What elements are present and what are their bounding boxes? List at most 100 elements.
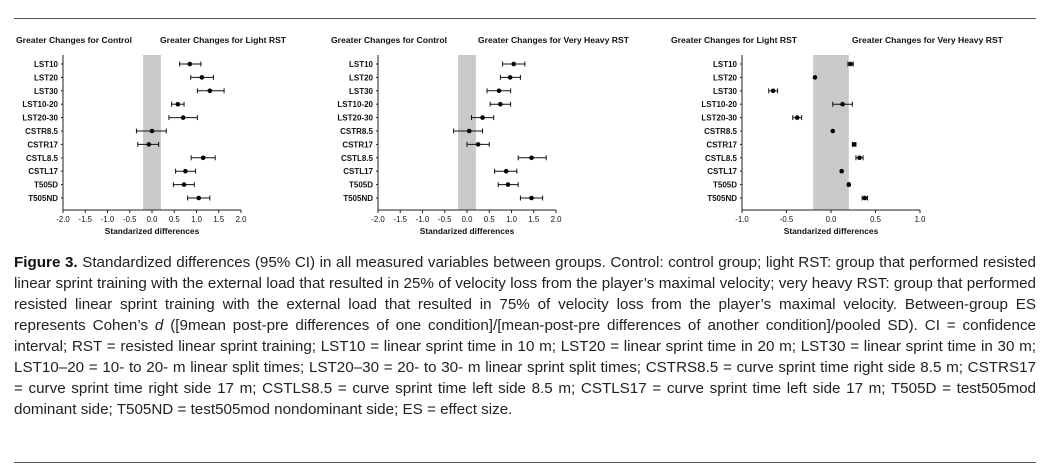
panel-2-point — [466, 128, 472, 134]
panel-2-row-label: LST20-30 — [337, 114, 373, 123]
panel-1-x-tick-label: -0.5 — [123, 215, 137, 224]
panel-3-point — [812, 75, 818, 80]
caption-text-2: ([9mean post-pre differences of one cond… — [14, 317, 1036, 418]
panel-3-row-label: LST30 — [713, 87, 738, 96]
panel-1-point — [149, 128, 155, 134]
panel-1-x-tick-label: 2.0 — [236, 215, 248, 224]
panel-2-x-tick-label: 1.0 — [506, 215, 518, 224]
panel-1-row-label: T505ND — [28, 194, 58, 203]
panel-2-point — [496, 88, 502, 94]
panel-3-x-tick-label: 0.5 — [870, 215, 882, 224]
panel-3-row-label: CSTL8.5 — [705, 154, 738, 163]
bottom-rule — [14, 462, 1036, 463]
panel-1-x-tick-label: -2.0 — [56, 215, 70, 224]
panel-2-x-axis-label: Standarized differences — [420, 226, 515, 236]
panel-1-row-label: LST20 — [34, 73, 59, 82]
panel-1-left-header: Greater Changes for Control — [16, 35, 132, 45]
top-rule — [14, 18, 1036, 19]
panel-2-right-header: Greater Changes for Very Heavy RST — [478, 35, 630, 45]
panel-1-point — [180, 115, 186, 120]
panel-3-point — [830, 128, 836, 134]
panel-1-x-tick-label: 1.5 — [213, 215, 225, 224]
panel-2-row-label: LST10-20 — [337, 100, 373, 109]
panel-3-point — [848, 61, 853, 67]
panel-1-row-label: CSTR17 — [27, 140, 58, 149]
panel-1-point — [199, 75, 205, 80]
panel-2-row-label: LST20 — [349, 73, 374, 82]
panel-2-point — [475, 142, 481, 147]
panel-3-x-tick-label: 1.0 — [915, 215, 927, 224]
panel-3-x-tick-label: -1.0 — [735, 215, 749, 224]
panel-3-x-tick-label: -0.5 — [780, 215, 794, 224]
panel-1-x-axis-label: Standarized differences — [105, 226, 200, 236]
panel-2-left-header: Greater Changes for Control — [331, 35, 447, 45]
panel-3-point — [857, 155, 862, 161]
panel-2-point — [480, 115, 485, 120]
panel-2-point — [498, 101, 503, 107]
panel-1-point — [187, 61, 193, 67]
panel-3-point — [862, 195, 868, 201]
panel-3-point — [840, 101, 845, 107]
panel-3-row-label: T505D — [713, 181, 737, 190]
panel-1-row-label: CSTL17 — [28, 167, 58, 176]
panel-1-point — [200, 155, 206, 161]
panel-2-x-tick-label: 2.0 — [551, 215, 563, 224]
panel-1-point — [175, 101, 181, 107]
panel-3-row-label: LST20 — [713, 73, 738, 82]
panel-3-point — [770, 88, 776, 94]
panel-3-row-label: CSTR8.5 — [704, 127, 737, 136]
panel-3-trivial-band — [813, 55, 849, 210]
panel-2-row-label: CSTR17 — [342, 140, 373, 149]
panel-1-row-label: CSTL8.5 — [26, 154, 59, 163]
panel-2-x-tick-label: -0.5 — [438, 215, 452, 224]
panel-2-x-tick-label: 0.0 — [462, 215, 474, 224]
panel-3-point — [839, 168, 844, 174]
panel-2-x-tick-label: -1.0 — [416, 215, 430, 224]
panel-1-row-label: LST10 — [34, 60, 59, 69]
panel-1-point — [183, 168, 188, 174]
panel-3-right-header: Greater Changes for Very Heavy RST — [852, 35, 1004, 45]
panel-1-x-tick-label: -1.0 — [101, 215, 115, 224]
panel-3-point — [846, 182, 852, 187]
forest-plots: Greater Changes for Control Greater Chang… — [16, 35, 1004, 236]
panel-2-row-label: T505D — [349, 181, 373, 190]
panel-2-point — [511, 61, 517, 67]
panel-1-point — [181, 182, 187, 187]
panel-1-x-tick-label: 0.0 — [147, 215, 159, 224]
panel-3-x-axis-label: Standarized differences — [784, 226, 879, 236]
caption-d-symbol: d — [154, 317, 164, 334]
panel-2-x-tick-label: 0.5 — [484, 215, 496, 224]
panel-2-row-label: T505ND — [343, 194, 373, 203]
panel-2-x-tick-label: -2.0 — [371, 215, 385, 224]
panel-2-row-label: CSTL8.5 — [341, 154, 374, 163]
panel-1-point — [146, 142, 152, 147]
panel-3-row-label: CSTL17 — [707, 167, 737, 176]
panel-3-row-label: CSTR17 — [706, 140, 737, 149]
panel-1-row-label: LST30 — [34, 87, 59, 96]
panel-1-x-tick-label: 1.0 — [191, 215, 203, 224]
panel-1-point — [196, 195, 202, 201]
panel-2-x-tick-label: 1.5 — [528, 215, 540, 224]
panel-3-row-label: T505ND — [707, 194, 737, 203]
panel-2-x-tick-label: -1.5 — [394, 215, 408, 224]
panel-2-row-label: CSTL17 — [343, 167, 373, 176]
caption-label: Figure 3. — [14, 254, 78, 271]
panel-3-row-label: LST10 — [713, 60, 738, 69]
panel-1-row-label: LST10-20 — [22, 100, 58, 109]
panel-1-row-label: CSTR8.5 — [25, 127, 58, 136]
panel-2-point — [529, 155, 534, 161]
panel-2-trivial-band — [458, 55, 476, 210]
panel-3-point — [851, 142, 857, 147]
panel-1-right-header: Greater Changes for Light RST — [160, 35, 287, 45]
panel-1-row-label: T505D — [34, 181, 58, 190]
panel-1-point — [207, 88, 213, 94]
panel-2-row-label: LST30 — [349, 87, 374, 96]
panel-1-row-label: LST20-30 — [22, 114, 58, 123]
panel-1-x-tick-label: -1.5 — [79, 215, 93, 224]
panel-2-point — [529, 195, 534, 201]
panel-1-x-tick-label: 0.5 — [169, 215, 181, 224]
panel-2-row-label: LST10 — [349, 60, 374, 69]
panel-3-row-label: LST20-30 — [701, 114, 737, 123]
panel-3-point — [794, 115, 800, 120]
panel-3-left-header: Greater Changes for Light RST — [671, 35, 798, 45]
